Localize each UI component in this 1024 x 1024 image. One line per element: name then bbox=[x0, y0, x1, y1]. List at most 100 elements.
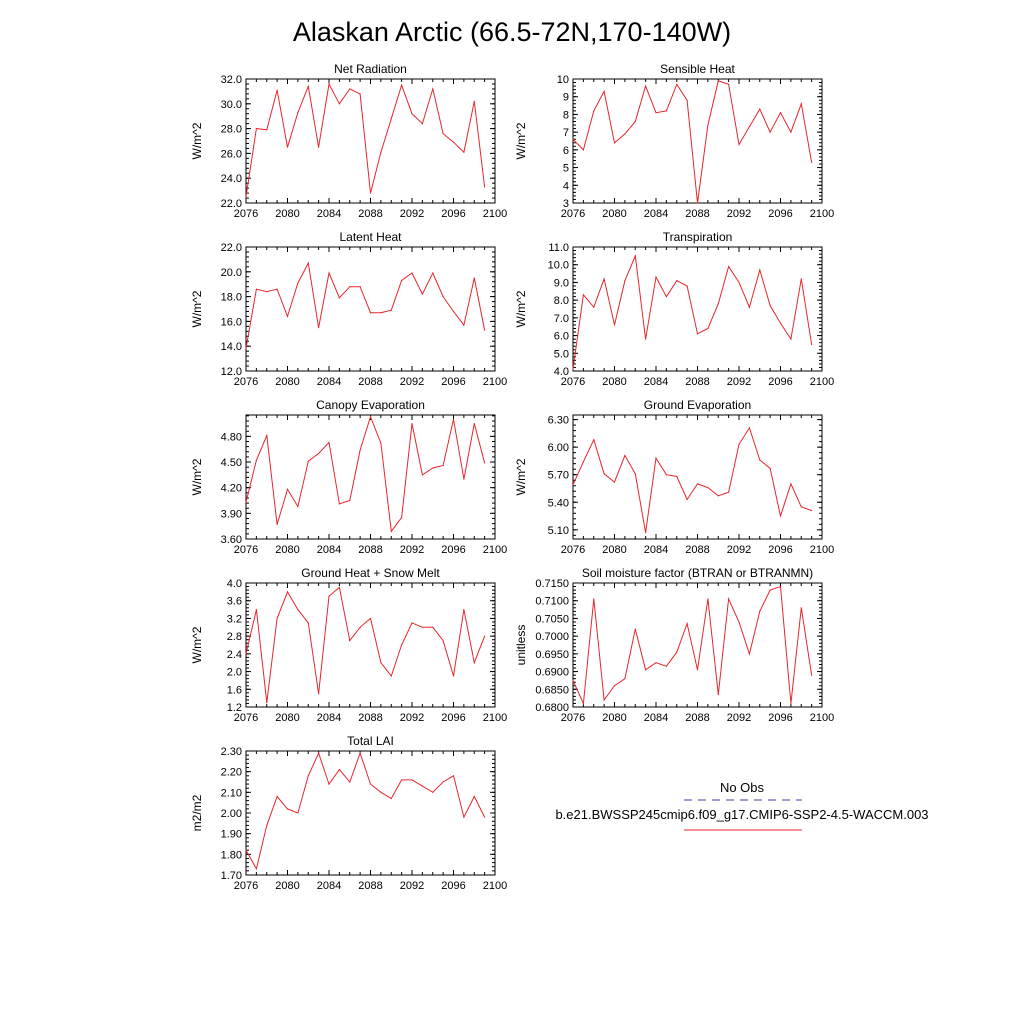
data-point bbox=[338, 297, 340, 299]
x-tick-label: 2088 bbox=[358, 544, 382, 556]
data-point bbox=[463, 151, 465, 153]
panel-8: Soil moisture factor (BTRAN or BTRANMN) 2… bbox=[514, 566, 834, 724]
data-point bbox=[665, 665, 667, 667]
data-point bbox=[349, 499, 351, 502]
x-tick-label: 2100 bbox=[483, 376, 507, 388]
data-point bbox=[790, 702, 792, 705]
y-tick-label: 4 bbox=[563, 180, 569, 192]
data-point bbox=[811, 509, 813, 512]
x-tick-label: 2080 bbox=[275, 208, 299, 220]
x-tick-label: 2100 bbox=[810, 544, 834, 556]
data-point bbox=[338, 503, 340, 505]
x-tick-label: 2096 bbox=[441, 208, 465, 220]
data-point bbox=[593, 598, 595, 600]
panel-title: Latent Heat bbox=[339, 230, 402, 244]
panels: Net Radiation 2076 2080 2084 2088 2092 2096 210… bbox=[190, 62, 834, 892]
data-point bbox=[401, 84, 403, 86]
data-point bbox=[307, 460, 309, 462]
x-tick-label: 2076 bbox=[561, 544, 585, 556]
x-tick-label: 2088 bbox=[685, 208, 709, 220]
data-point bbox=[613, 324, 616, 326]
y-tick-label: 5.70 bbox=[548, 470, 569, 482]
x-tick-label: 2076 bbox=[234, 544, 258, 556]
y-tick-label: 1.80 bbox=[221, 849, 242, 861]
data-point bbox=[800, 607, 802, 609]
data-point bbox=[634, 628, 636, 630]
data-point bbox=[800, 278, 802, 280]
data-point bbox=[297, 282, 299, 284]
data-point bbox=[276, 89, 278, 91]
data-point bbox=[442, 781, 444, 783]
data-point bbox=[452, 141, 455, 143]
data-point bbox=[484, 186, 486, 188]
data-point bbox=[432, 272, 434, 274]
data-point bbox=[624, 678, 626, 680]
data-point bbox=[655, 112, 657, 114]
data-point bbox=[572, 138, 574, 140]
y-axis-label: W/m^2 bbox=[514, 458, 528, 495]
data-point bbox=[463, 608, 465, 611]
y-tick-label: 10.0 bbox=[548, 260, 569, 272]
data-point bbox=[286, 591, 289, 593]
data-point bbox=[748, 653, 750, 655]
x-tick-label: 2076 bbox=[561, 208, 585, 220]
data-point bbox=[245, 348, 247, 350]
data-point bbox=[266, 701, 268, 704]
x-tick-label: 2092 bbox=[400, 880, 424, 892]
data-point bbox=[634, 473, 636, 475]
data-point bbox=[255, 608, 257, 611]
y-tick-label: 6 bbox=[563, 145, 569, 157]
data-point bbox=[634, 120, 636, 123]
data-point bbox=[613, 142, 616, 144]
data-point bbox=[738, 621, 740, 623]
data-point bbox=[442, 464, 444, 467]
data-point bbox=[318, 146, 320, 148]
y-tick-label: 2.00 bbox=[221, 808, 242, 820]
y-axis-label: W/m^2 bbox=[190, 122, 204, 159]
y-tick-label: 1.2 bbox=[227, 702, 242, 714]
y-tick-label: 2.10 bbox=[221, 787, 242, 799]
data-point bbox=[582, 294, 584, 296]
y-tick-label: 14.0 bbox=[221, 341, 242, 353]
plot-frame bbox=[245, 414, 496, 540]
data-point bbox=[432, 791, 434, 793]
data-point bbox=[297, 812, 299, 814]
data-point bbox=[645, 531, 647, 534]
data-point bbox=[728, 265, 730, 268]
y-tick-label: 2.4 bbox=[227, 649, 242, 661]
x-tick-label: 2076 bbox=[234, 712, 258, 724]
data-point bbox=[307, 85, 309, 88]
data-point bbox=[380, 662, 382, 664]
data-point bbox=[452, 775, 455, 777]
data-point bbox=[790, 483, 792, 485]
data-point bbox=[696, 483, 699, 485]
x-tick-label: 2096 bbox=[768, 712, 792, 724]
x-tick-label: 2100 bbox=[810, 208, 834, 220]
data-point bbox=[473, 422, 475, 425]
y-tick-label: 4.0 bbox=[227, 578, 242, 590]
y-axis-label: W/m^2 bbox=[514, 290, 528, 327]
panel-1: Net Radiation 2076 2080 2084 2088 2092 2096 210… bbox=[190, 62, 507, 220]
legend: No Obs b.e21.BWSSP245cmip6.f09_g17.CMIP6… bbox=[555, 780, 929, 831]
data-point bbox=[442, 132, 444, 135]
data-point bbox=[748, 126, 750, 128]
y-tick-label: 5.10 bbox=[548, 525, 569, 537]
y-tick-label: 6.00 bbox=[548, 442, 569, 454]
y-tick-label: 3 bbox=[563, 198, 569, 210]
series-line bbox=[245, 751, 486, 871]
panel-5: Canopy Evaporation 2076 2080 2084 2088 2092 20… bbox=[190, 398, 507, 556]
data-point bbox=[276, 288, 278, 290]
data-point bbox=[369, 312, 372, 314]
x-tick-label: 2096 bbox=[441, 544, 465, 556]
y-tick-label: 2.8 bbox=[227, 631, 242, 643]
plot-frame bbox=[572, 78, 823, 204]
y-tick-label: 9.0 bbox=[554, 277, 569, 289]
data-point bbox=[800, 506, 802, 508]
x-tick-label: 2092 bbox=[400, 376, 424, 388]
y-tick-label: 5.0 bbox=[554, 348, 569, 360]
data-point bbox=[728, 598, 730, 600]
data-point bbox=[318, 752, 320, 754]
x-tick-label: 2092 bbox=[400, 208, 424, 220]
data-point bbox=[286, 808, 289, 810]
data-point bbox=[655, 662, 657, 664]
